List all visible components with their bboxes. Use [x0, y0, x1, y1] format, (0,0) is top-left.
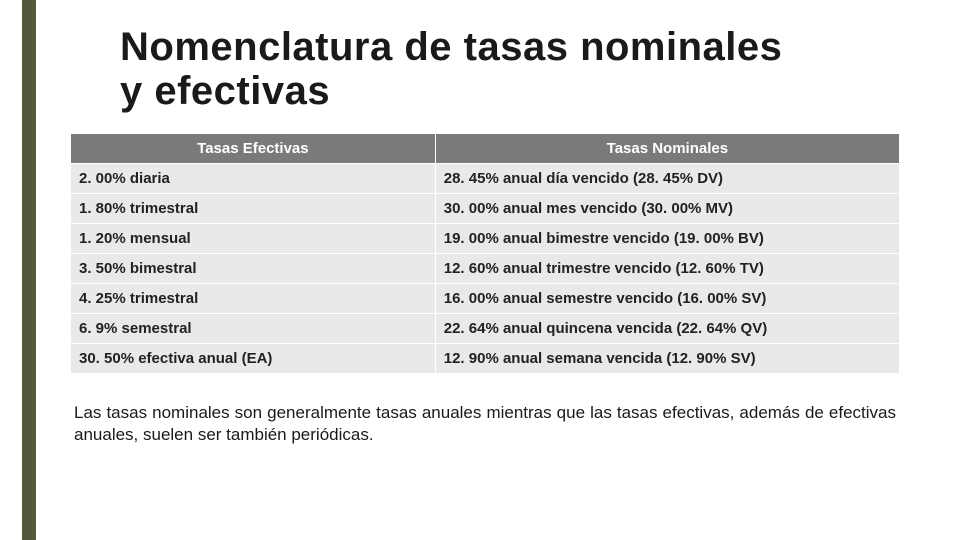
title-line-1: Nomenclatura de tasas nominales	[120, 25, 782, 69]
cell-efectiva: 6. 9% semestral	[71, 314, 436, 344]
cell-efectiva: 1. 80% trimestral	[71, 194, 436, 224]
cell-nominal: 22. 64% anual quincena vencida (22. 64% …	[435, 314, 899, 344]
table-row: 1. 80% trimestral 30. 00% anual mes venc…	[71, 194, 900, 224]
col-header-efectivas: Tasas Efectivas	[71, 134, 436, 164]
table-header-row: Tasas Efectivas Tasas Nominales	[71, 134, 900, 164]
rates-table: Tasas Efectivas Tasas Nominales 2. 00% d…	[70, 133, 900, 374]
cell-nominal: 16. 00% anual semestre vencido (16. 00% …	[435, 284, 899, 314]
cell-nominal: 12. 90% anual semana vencida (12. 90% SV…	[435, 344, 899, 374]
table-row: 4. 25% trimestral 16. 00% anual semestre…	[71, 284, 900, 314]
table-row: 3. 50% bimestral 12. 60% anual trimestre…	[71, 254, 900, 284]
cell-efectiva: 2. 00% diaria	[71, 164, 436, 194]
cell-nominal: 28. 45% anual día vencido (28. 45% DV)	[435, 164, 899, 194]
table-row: 2. 00% diaria 28. 45% anual día vencido …	[71, 164, 900, 194]
slide-content: Nomenclatura de tasas nominales y efecti…	[70, 25, 900, 446]
col-header-nominales: Tasas Nominales	[435, 134, 899, 164]
cell-efectiva: 4. 25% trimestral	[71, 284, 436, 314]
cell-efectiva: 1. 20% mensual	[71, 224, 436, 254]
table-row: 30. 50% efectiva anual (EA) 12. 90% anua…	[71, 344, 900, 374]
cell-efectiva: 3. 50% bimestral	[71, 254, 436, 284]
cell-nominal: 12. 60% anual trimestre vencido (12. 60%…	[435, 254, 899, 284]
slide-title: Nomenclatura de tasas nominales y efecti…	[120, 25, 900, 113]
footnote-text: Las tasas nominales son generalmente tas…	[70, 402, 900, 446]
cell-efectiva: 30. 50% efectiva anual (EA)	[71, 344, 436, 374]
cell-nominal: 19. 00% anual bimestre vencido (19. 00% …	[435, 224, 899, 254]
table-row: 1. 20% mensual 19. 00% anual bimestre ve…	[71, 224, 900, 254]
cell-nominal: 30. 00% anual mes vencido (30. 00% MV)	[435, 194, 899, 224]
accent-bar	[22, 0, 36, 540]
title-line-2: y efectivas	[120, 69, 330, 113]
table-row: 6. 9% semestral 22. 64% anual quincena v…	[71, 314, 900, 344]
